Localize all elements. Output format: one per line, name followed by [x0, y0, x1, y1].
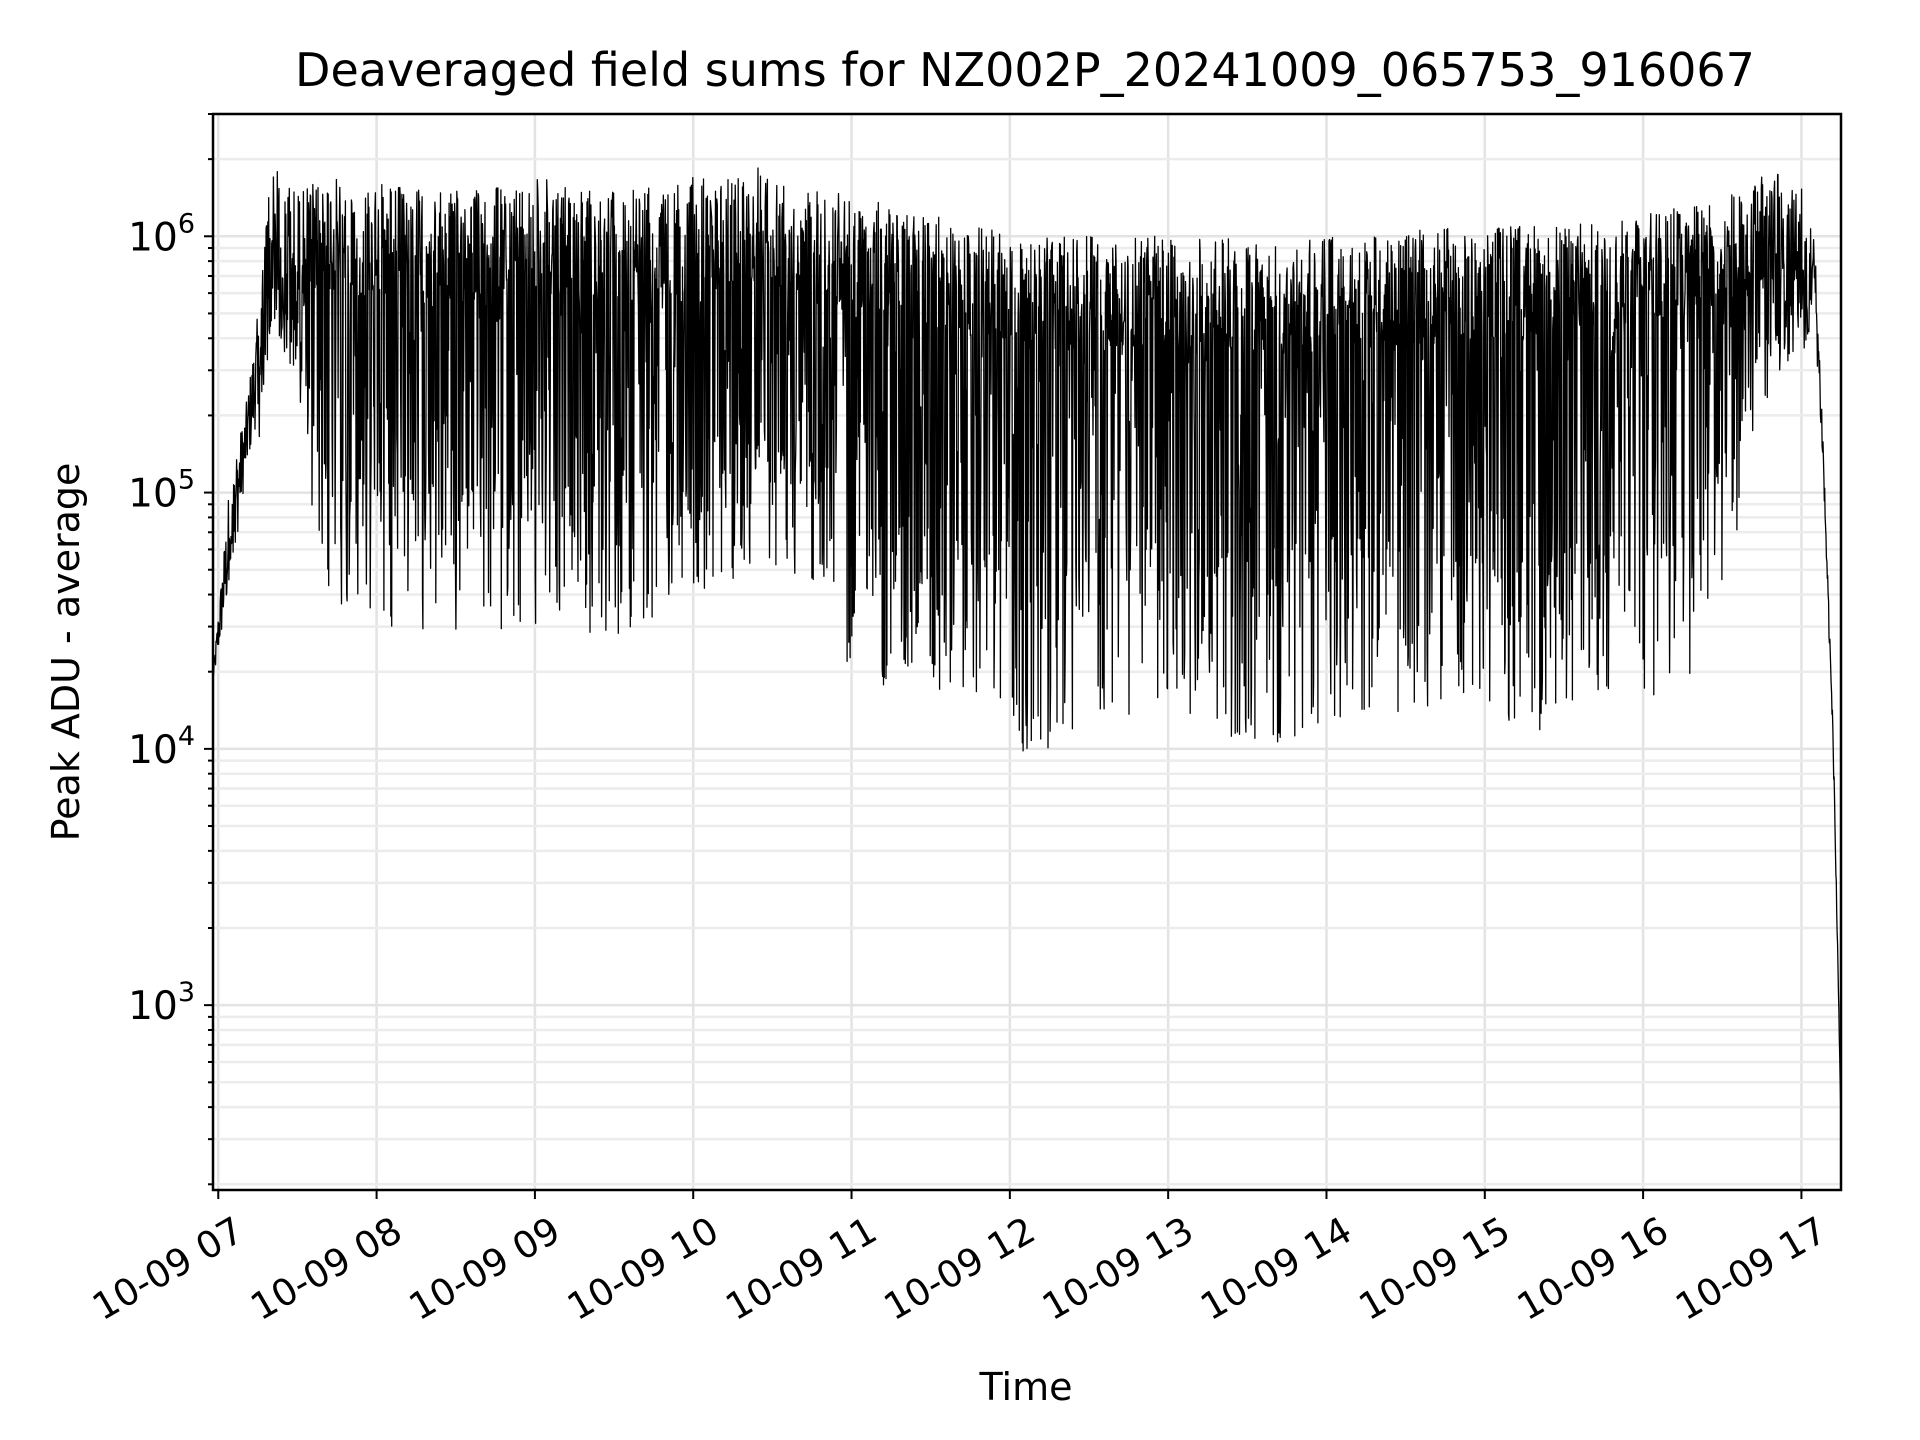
chart-title: Deaveraged field sums for NZ002P_2024100… [295, 43, 1755, 97]
axes-frame [211, 112, 1843, 1192]
y-tick-label: 105 [128, 465, 195, 517]
y-tick-label: 104 [128, 721, 195, 773]
plot-area [212, 167, 1842, 1133]
y-tick-label: 103 [128, 977, 195, 1029]
y-axis: 103 104 105 106 [128, 113, 213, 1186]
series-line [212, 167, 1842, 1133]
x-axis-label: Time [979, 1365, 1073, 1409]
y-axis-label: Peak ADU - average [44, 463, 88, 842]
y-tick-label: 106 [128, 208, 195, 260]
